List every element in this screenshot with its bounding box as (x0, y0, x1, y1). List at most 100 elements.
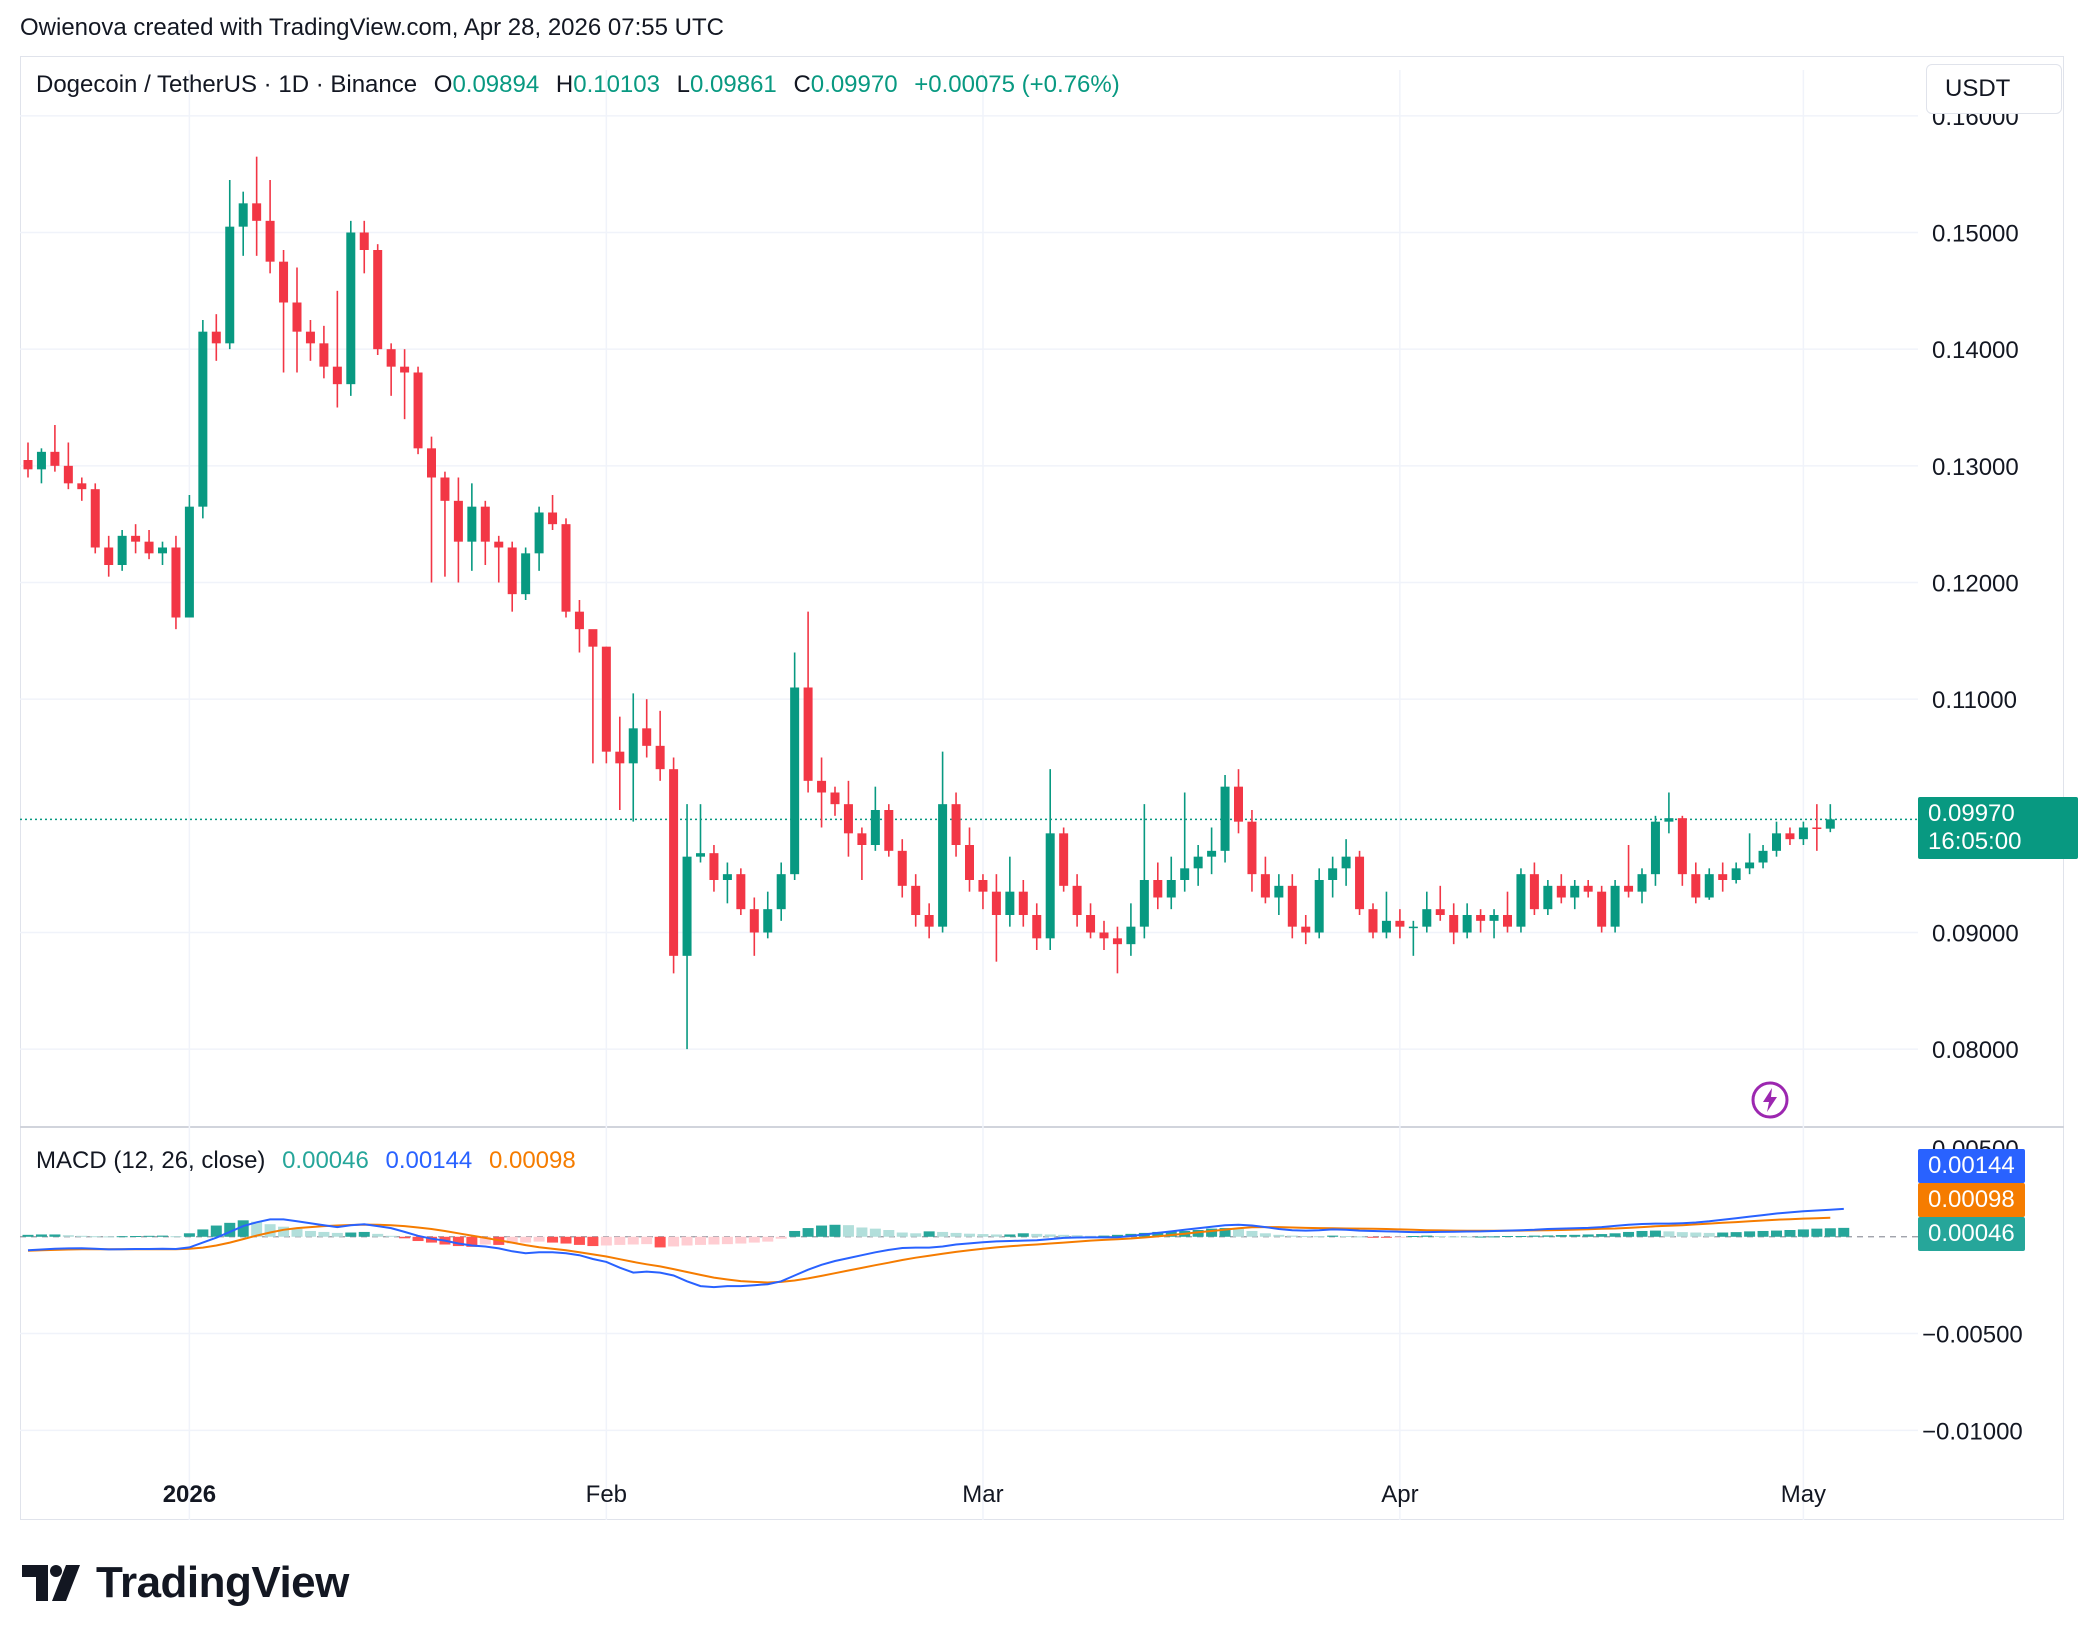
currency-button[interactable]: USDT (1926, 64, 2062, 114)
macd-histogram-bar (1071, 1235, 1083, 1237)
candle-body (494, 541, 504, 548)
macd-histogram-bar (695, 1236, 706, 1245)
macd-histogram-bar (35, 1234, 47, 1237)
macd-histogram-bar (1703, 1232, 1715, 1237)
symbol-legend[interactable]: Dogecoin / TetherUS · 1D · Binance O0.09… (36, 71, 1120, 99)
candle-body (1126, 926, 1136, 945)
candle-body (440, 477, 450, 501)
candle-body (63, 465, 73, 484)
macd-histogram-bar (506, 1236, 518, 1244)
macd-histogram-bar (1690, 1232, 1702, 1237)
candle-body (1018, 891, 1028, 915)
high-value: 0.10103 (573, 71, 660, 98)
candle-body (279, 261, 289, 303)
x-tick-label: Apr (1381, 1481, 1418, 1508)
macd-histogram-bar (1259, 1233, 1271, 1237)
x-tick-label: Mar (962, 1481, 1003, 1508)
candle-body (1798, 827, 1808, 840)
macd-histogram-bar (1273, 1234, 1285, 1237)
macd-histogram-bar (385, 1235, 397, 1237)
macd-signal-line (27, 1216, 1831, 1284)
candle-body (77, 483, 87, 490)
header-credit: Owienova created with TradingView.com, A… (20, 14, 724, 41)
symbol-name[interactable]: Dogecoin / TetherUS · 1D · Binance (36, 71, 418, 98)
macd-histogram-bar (103, 1236, 115, 1238)
candle-body (938, 804, 948, 927)
macd-histogram-bar (708, 1236, 720, 1245)
candle-body (978, 880, 988, 892)
macd-histogram-bar (1784, 1230, 1796, 1237)
candle-body (427, 448, 436, 478)
candle-body (480, 506, 490, 542)
candle-body (951, 804, 961, 845)
open-value: 0.09894 (452, 71, 540, 98)
candle-body (131, 535, 141, 542)
candle-body (359, 232, 369, 250)
candle-body (1153, 880, 1163, 898)
candle-body (346, 232, 356, 385)
candle-body (642, 728, 652, 746)
macd-histogram-bar (1797, 1229, 1809, 1237)
macd-histogram-bar (533, 1236, 545, 1242)
candle-body (1368, 909, 1378, 933)
flash-icon[interactable] (1750, 1080, 1790, 1120)
tradingview-brand-text: TradingView (96, 1558, 349, 1607)
macd-legend[interactable]: MACD (12, 26, close) 0.00046 0.00144 0.0… (36, 1147, 576, 1175)
macd-histogram-bar (345, 1232, 357, 1237)
tradingview-logo[interactable]: TradingView (22, 1558, 349, 1608)
candle-body (1637, 874, 1647, 892)
candle-body (1045, 833, 1055, 939)
macd-histogram-bar (1676, 1232, 1688, 1237)
candle-body (857, 833, 867, 845)
candle-body (924, 915, 934, 927)
macd-histogram-bar (1623, 1231, 1635, 1237)
macd-histogram-bar (896, 1232, 908, 1237)
candle-body (1341, 856, 1351, 869)
candle-body (1758, 850, 1768, 863)
macd-line-value: 0.00144 (385, 1147, 473, 1174)
macd-histogram-bar (358, 1231, 370, 1237)
change-value: +0.00075 (+0.76%) (914, 71, 1120, 98)
candle-body (1650, 821, 1660, 875)
candle-body (1489, 915, 1499, 921)
macd-histogram-bar (856, 1227, 868, 1237)
candle-body (1234, 786, 1243, 822)
macd-histogram-bar (1407, 1236, 1419, 1237)
macd-histogram-bar (950, 1232, 962, 1237)
macd-histogram-bar (251, 1221, 263, 1237)
candle-body (1731, 868, 1741, 880)
candle-body (1556, 885, 1566, 898)
macd-indicator-label[interactable]: MACD (12, 26, close) (36, 1147, 266, 1174)
candle-body (843, 804, 853, 834)
candle-body (1207, 850, 1217, 857)
candle-body (763, 909, 773, 933)
candle-body (1825, 819, 1835, 829)
macd-histogram-bar (1636, 1230, 1648, 1237)
candle-body (1287, 885, 1297, 927)
price-axis-label: 0.14000 (1932, 337, 2019, 364)
candle-body (615, 751, 625, 764)
macd-histogram-bar (1757, 1230, 1769, 1237)
candle-body (1408, 926, 1418, 929)
candle-body (373, 250, 383, 350)
tradingview-logo-icon (22, 1565, 80, 1601)
macd-histogram-bar (1192, 1230, 1204, 1237)
macd-histogram-bar (573, 1236, 585, 1245)
candle-body (1664, 818, 1674, 822)
macd-histogram-bar (1528, 1235, 1540, 1237)
candle-body (1570, 885, 1580, 898)
macd-hist-tag: 0.00046 (1918, 1217, 2025, 1251)
candle-body (1274, 885, 1284, 898)
macd-histogram-bar (1663, 1231, 1675, 1237)
candle-body (897, 850, 907, 886)
candle-body (238, 203, 248, 227)
candle-body (803, 687, 813, 781)
candle-body (1610, 885, 1620, 927)
candle-body (561, 524, 571, 612)
macd-histogram-bar (89, 1236, 101, 1238)
candle-body (386, 349, 396, 367)
macd-histogram-bar (1771, 1230, 1782, 1237)
macd-histogram-bar (22, 1234, 34, 1237)
macd-histogram-bar (587, 1236, 599, 1247)
